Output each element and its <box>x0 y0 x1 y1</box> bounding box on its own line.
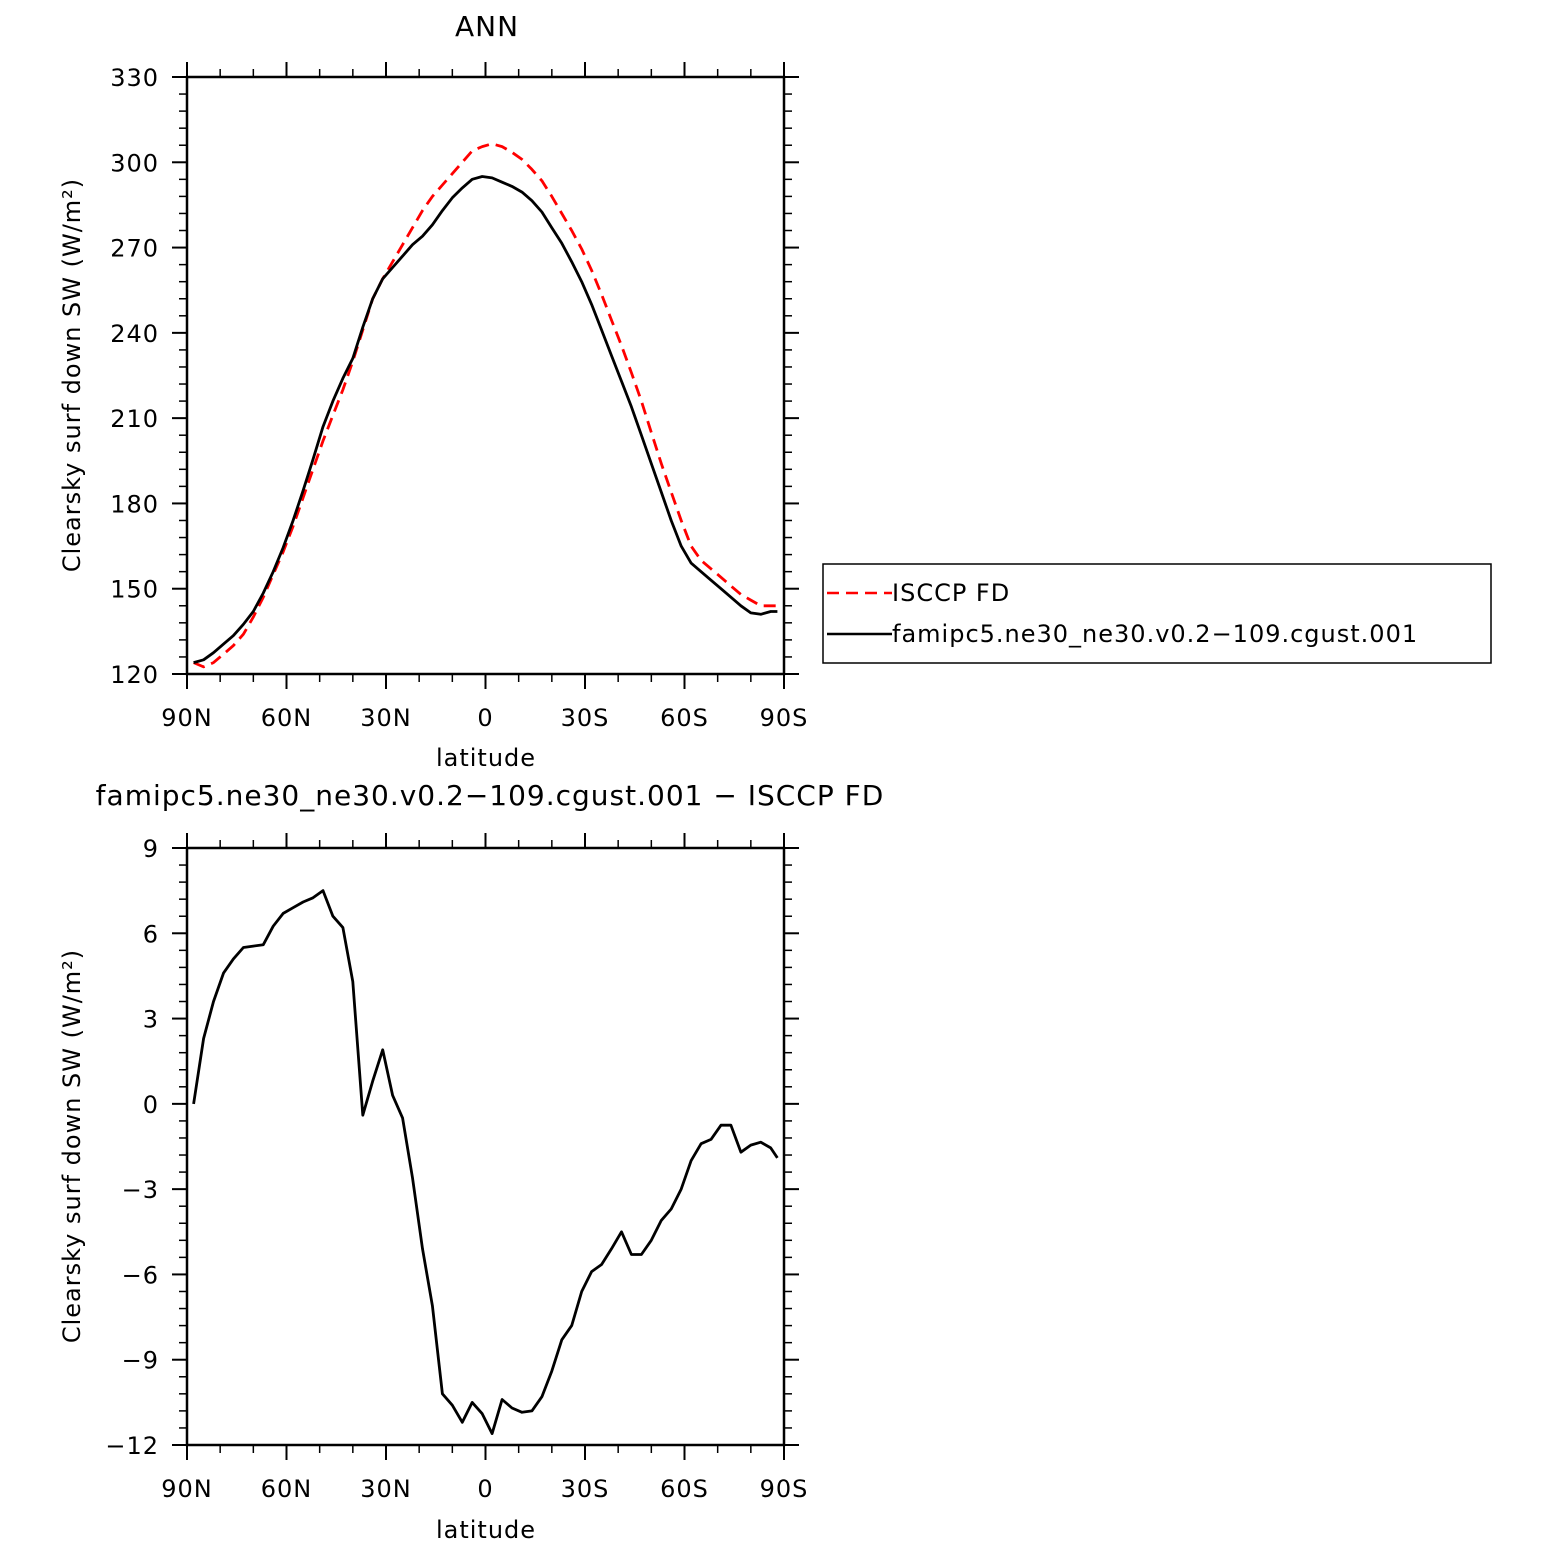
top-chart-title: ANN <box>455 10 519 43</box>
series-line-isccp <box>193 142 778 669</box>
x-tick-label: 90S <box>760 1475 809 1503</box>
top-axes-ticks: 120 150 180 210 240 270 300 330 90N 60N 30N 0 30S 60S… <box>110 62 809 732</box>
top-series-layer <box>193 142 778 669</box>
y-tick-label: 6 <box>143 920 159 948</box>
x-tick-label: 60N <box>261 704 313 732</box>
x-tick-label: 90N <box>161 1475 213 1503</box>
x-tick-label: 30N <box>360 1475 412 1503</box>
series-line-difference <box>192 889 779 1435</box>
y-tick-label: 0 <box>143 1091 159 1119</box>
bottom-y-axis-label: Clearsky surf down SW (W/m²) <box>58 949 86 1343</box>
bottom-plot-frame <box>185 846 786 1447</box>
bottom-panel: famipc5.ne30_ne30.v0.2−109.cgust.001 − I… <box>58 779 885 1544</box>
legend-box <box>822 563 1492 664</box>
top-x-axis-label: latitude <box>436 744 536 772</box>
bottom-axes-ticks: −12 −9 −6 −3 0 3 6 9 90N 60N 30N 0 30S 60S 90S <box>105 833 809 1503</box>
y-tick-label: 120 <box>110 661 159 689</box>
top-plot-frame <box>185 75 786 676</box>
x-tick-label: 30S <box>561 704 610 732</box>
x-tick-label: 0 <box>477 1475 493 1503</box>
y-tick-label: 240 <box>110 320 159 348</box>
y-tick-label: 300 <box>110 149 159 177</box>
x-tick-label: 30N <box>360 704 412 732</box>
top-panel: ANN 120 150 180 210 240 270 300 330 90N 60N 30N 0 30… <box>58 10 1492 772</box>
legend-label-isccp: ISCCP FD <box>892 579 1010 607</box>
y-tick-label: 3 <box>143 1006 159 1034</box>
top-y-axis-label: Clearsky surf down SW (W/m²) <box>58 178 86 572</box>
bottom-x-axis-label: latitude <box>436 1516 536 1544</box>
legend: ISCCP FD famipc5.ne30_ne30.v0.2−109.cgus… <box>822 563 1492 664</box>
x-tick-label: 90S <box>760 704 809 732</box>
x-tick-label: 60S <box>660 1475 709 1503</box>
y-tick-label: −9 <box>122 1347 159 1375</box>
bottom-series-layer <box>192 889 779 1435</box>
x-tick-label: 60S <box>660 704 709 732</box>
y-tick-label: −6 <box>122 1261 159 1289</box>
y-tick-label: 180 <box>110 490 159 518</box>
x-tick-label: 30S <box>561 1475 610 1503</box>
y-tick-label: −3 <box>122 1176 159 1204</box>
y-tick-label: 210 <box>110 405 159 433</box>
y-tick-label: 150 <box>110 576 159 604</box>
legend-label-model: famipc5.ne30_ne30.v0.2−109.cgust.001 <box>892 620 1418 648</box>
series-line-model <box>193 175 778 664</box>
x-tick-label: 0 <box>477 704 493 732</box>
x-tick-label: 60N <box>261 1475 313 1503</box>
y-tick-label: 9 <box>143 835 159 863</box>
y-tick-label: 270 <box>110 235 159 263</box>
bottom-chart-title: famipc5.ne30_ne30.v0.2−109.cgust.001 − I… <box>96 779 885 812</box>
y-tick-label: −12 <box>105 1432 159 1460</box>
x-tick-label: 90N <box>161 704 213 732</box>
y-tick-label: 330 <box>110 64 159 92</box>
